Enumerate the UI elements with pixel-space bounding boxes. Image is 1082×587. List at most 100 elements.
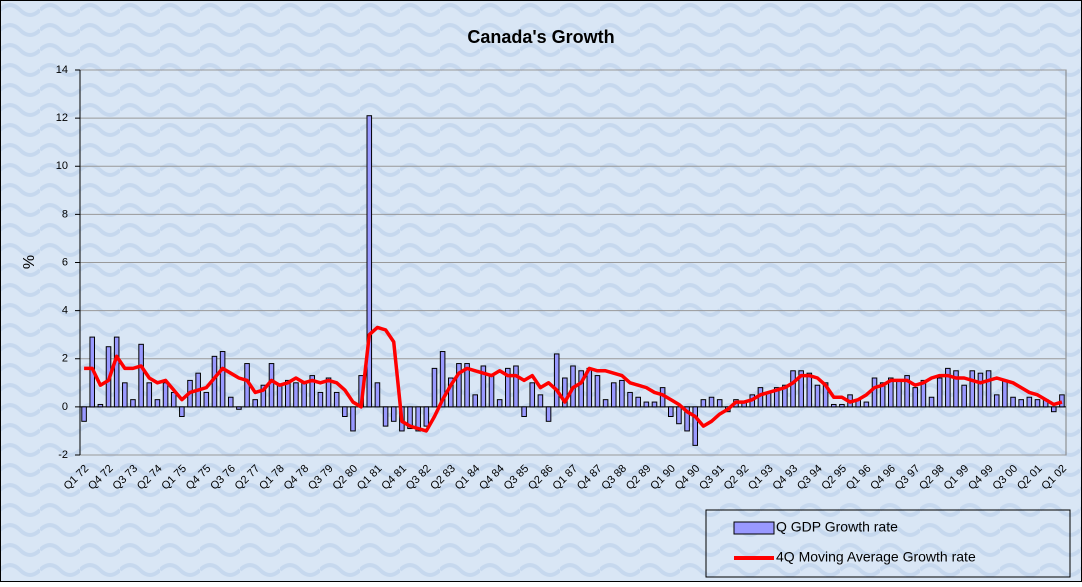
bar: [562, 377, 568, 408]
line: [84, 325, 1063, 433]
bar: [236, 406, 242, 410]
bar: [203, 391, 210, 408]
bar: [276, 384, 283, 408]
legend-label: 4Q Moving Average Growth rate: [776, 549, 976, 565]
bar: [113, 336, 120, 408]
bar: [521, 406, 527, 417]
bar: [578, 370, 584, 408]
y-tick-label: 2: [62, 353, 68, 365]
bar: [676, 406, 682, 425]
bar: [325, 377, 332, 408]
bar: [162, 382, 169, 408]
bar: [879, 382, 886, 408]
bar: [138, 343, 144, 408]
bar: [953, 370, 959, 408]
bar: [260, 384, 267, 408]
bar: [651, 401, 658, 408]
bar: [268, 363, 275, 408]
bar: [635, 396, 641, 408]
bar: [285, 379, 291, 408]
bar: [936, 377, 943, 408]
y-tick-label: -2: [58, 449, 68, 461]
bar: [904, 375, 910, 408]
y-tick-label: 14: [56, 64, 68, 76]
bar: [1026, 396, 1033, 408]
bar: [529, 382, 536, 408]
bar: [985, 370, 992, 408]
bar: [961, 384, 967, 408]
bar: [594, 375, 601, 408]
bar: [773, 387, 780, 408]
y-tick-label: 4: [62, 305, 68, 317]
bar: [888, 377, 894, 408]
bar: [993, 394, 1000, 408]
bar: [407, 406, 413, 430]
bar: [610, 382, 617, 408]
bar: [830, 403, 837, 408]
bar: [488, 375, 495, 408]
bar: [130, 399, 136, 408]
bar: [81, 406, 87, 422]
bar: [700, 399, 707, 408]
legend-box: [705, 509, 1071, 578]
bar: [602, 399, 609, 408]
chart-title: Canada's Growth: [467, 27, 614, 47]
bar: [439, 351, 446, 408]
bar: [668, 406, 674, 417]
bar: [627, 391, 633, 408]
bar: [513, 365, 519, 408]
bar: [472, 394, 478, 408]
bar: [863, 401, 870, 408]
bar: [293, 382, 299, 408]
legend-label: Q GDP Growth rate: [776, 519, 898, 535]
y-tick-label: 0: [62, 401, 68, 413]
bar: [871, 377, 878, 408]
bar: [154, 399, 161, 408]
bar: [643, 401, 650, 408]
bar: [790, 370, 796, 408]
bar: [1010, 396, 1016, 408]
bar: [814, 384, 821, 408]
bar: [545, 406, 552, 422]
bar: [912, 387, 919, 408]
bar: [553, 353, 560, 408]
bar: [782, 384, 788, 408]
bar: [366, 115, 373, 408]
bar: [839, 403, 845, 408]
bar: [1018, 399, 1024, 408]
bar: [496, 399, 503, 408]
bar: [122, 382, 128, 408]
bar: [480, 365, 487, 408]
bar: [619, 379, 625, 408]
bar: [333, 391, 340, 408]
bar: [342, 406, 348, 417]
bar: [1050, 406, 1057, 413]
bar: [505, 367, 511, 408]
bar: [456, 363, 462, 408]
bar: [692, 406, 699, 446]
bar: [806, 372, 813, 408]
bar: [537, 394, 544, 408]
y-tick-label: 8: [62, 208, 68, 220]
bar: [301, 382, 307, 408]
bar: [977, 372, 984, 408]
y-tick-label: 10: [56, 160, 68, 172]
bar: [431, 367, 438, 408]
bar: [822, 382, 829, 408]
bar: [227, 396, 234, 408]
bar: [219, 351, 226, 408]
bar: [928, 396, 935, 408]
y-axis-label: %: [21, 255, 38, 269]
bar: [423, 406, 430, 427]
bar: [382, 406, 389, 427]
bar: [1034, 399, 1041, 408]
legend-swatch: [733, 521, 775, 535]
bar: [350, 406, 356, 432]
bar: [390, 406, 397, 422]
bar: [708, 396, 715, 408]
y-tick-label: 12: [56, 112, 68, 124]
bar: [1059, 394, 1065, 408]
bar: [920, 379, 927, 408]
